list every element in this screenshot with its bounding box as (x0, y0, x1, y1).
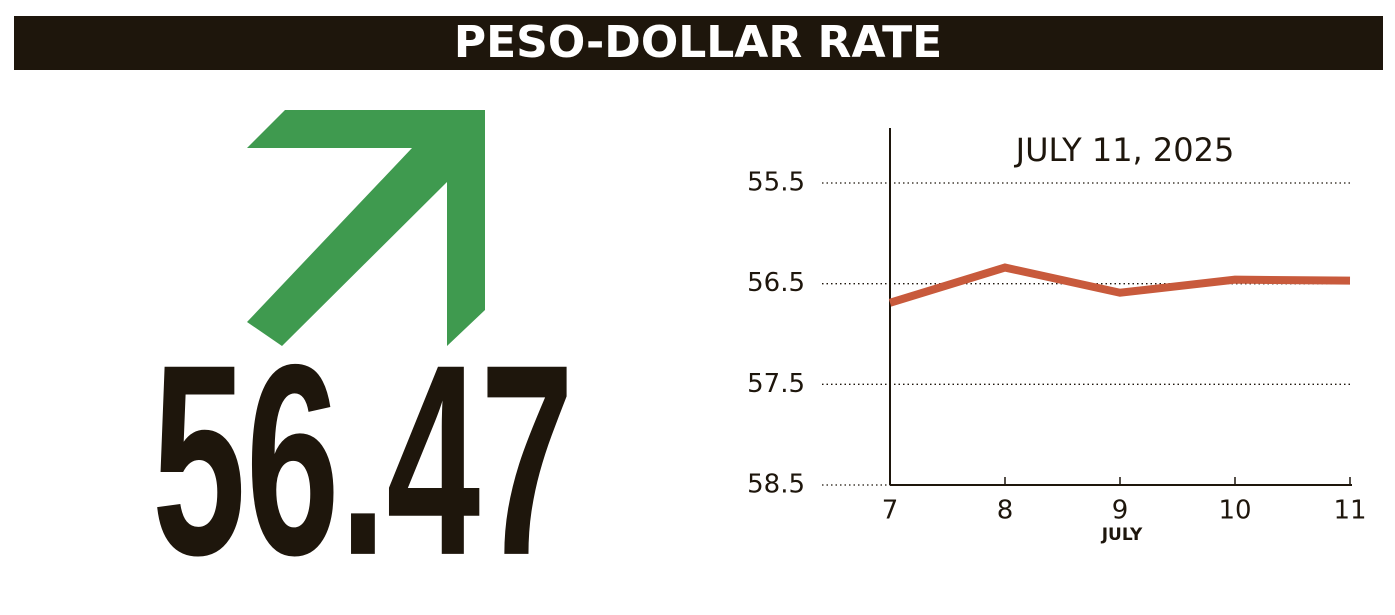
chart-title: PESO-DOLLAR RATE (454, 17, 942, 68)
y-tick-label: 57.5 (747, 369, 805, 399)
header-bar (14, 16, 1383, 70)
data-line (888, 263, 1351, 307)
headline-value: 56.47 (152, 307, 574, 611)
y-tick-label: 56.5 (747, 268, 805, 298)
y-tick-label: 55.5 (747, 168, 805, 198)
y-tick-label: 58.5 (747, 470, 805, 500)
annotation: JULY 11, 2025 (1014, 131, 1235, 169)
x-tick-label: 7 (882, 496, 899, 526)
x-tick-label: 10 (1218, 496, 1251, 526)
x-axis-label: JULY (1101, 525, 1143, 545)
x-tick-label: 8 (997, 496, 1014, 526)
x-tick-label: 9 (1112, 496, 1129, 526)
trend-arrow (247, 110, 485, 346)
x-tick-label: 11 (1333, 496, 1366, 526)
